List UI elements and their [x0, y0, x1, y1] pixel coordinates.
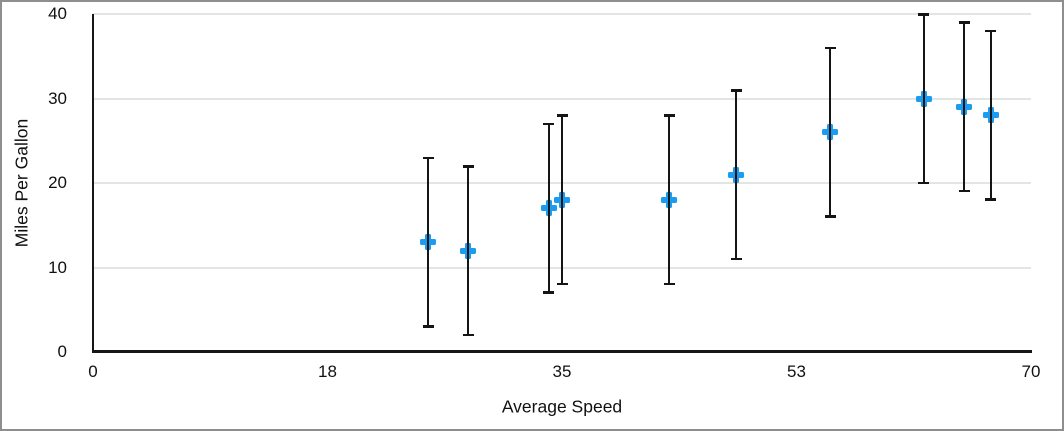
- error-bar: [427, 157, 429, 327]
- y-axis-tick-label: 10: [48, 257, 67, 277]
- error-bar-cap-top: [958, 21, 970, 24]
- gridline: [93, 97, 1031, 100]
- error-bar-cap-bottom: [663, 282, 675, 286]
- x-axis-tick-label: 53: [787, 362, 806, 381]
- x-axis-title: Average Speed: [501, 396, 623, 417]
- x-axis-line: [92, 350, 1032, 353]
- error-bar-cap-top: [663, 114, 675, 117]
- error-bar-cap-bottom: [462, 333, 474, 337]
- error-bar: [989, 30, 992, 200]
- y-axis-tick-label: 20: [48, 173, 67, 192]
- error-bar: [922, 14, 925, 183]
- error-bar-cap-bottom: [556, 282, 568, 286]
- error-bar-cap-top: [730, 89, 742, 92]
- error-bar: [829, 47, 831, 217]
- error-bar: [561, 115, 563, 285]
- error-bar-cap-bottom: [958, 189, 970, 193]
- error-bar-cap-bottom: [730, 257, 742, 261]
- error-bar-cap-bottom: [824, 215, 836, 218]
- gridline: [93, 13, 1031, 15]
- y-axis-tick-label: 30: [48, 88, 67, 108]
- y-axis-line: [92, 14, 94, 353]
- error-bar-cap-top: [985, 29, 997, 33]
- error-bar: [547, 123, 550, 293]
- y-axis-tick-label: 0: [57, 342, 67, 361]
- x-axis-tick-label: 35: [552, 362, 572, 381]
- error-bar: [467, 166, 470, 336]
- error-bar-cap-top: [918, 13, 930, 16]
- error-bar-cap-bottom: [422, 325, 434, 328]
- error-bar-cap-top: [543, 122, 555, 126]
- error-bar-cap-top: [824, 46, 836, 50]
- error-bar: [668, 115, 671, 285]
- error-bar-cap-bottom: [543, 291, 555, 294]
- error-bar-cap-top: [422, 156, 434, 160]
- error-bar: [735, 90, 738, 260]
- y-axis-tick-label: 40: [48, 4, 67, 23]
- error-bar-cap-bottom: [985, 198, 997, 201]
- error-bar-cap-bottom: [918, 181, 930, 184]
- error-bar-cap-top: [462, 165, 474, 168]
- error-bar-cap-top: [556, 114, 568, 117]
- x-axis-tick-label: 18: [318, 362, 337, 381]
- x-axis-tick-label: 70: [1021, 362, 1041, 381]
- x-axis-tick-label: 0: [88, 362, 98, 381]
- error-bar: [963, 22, 965, 192]
